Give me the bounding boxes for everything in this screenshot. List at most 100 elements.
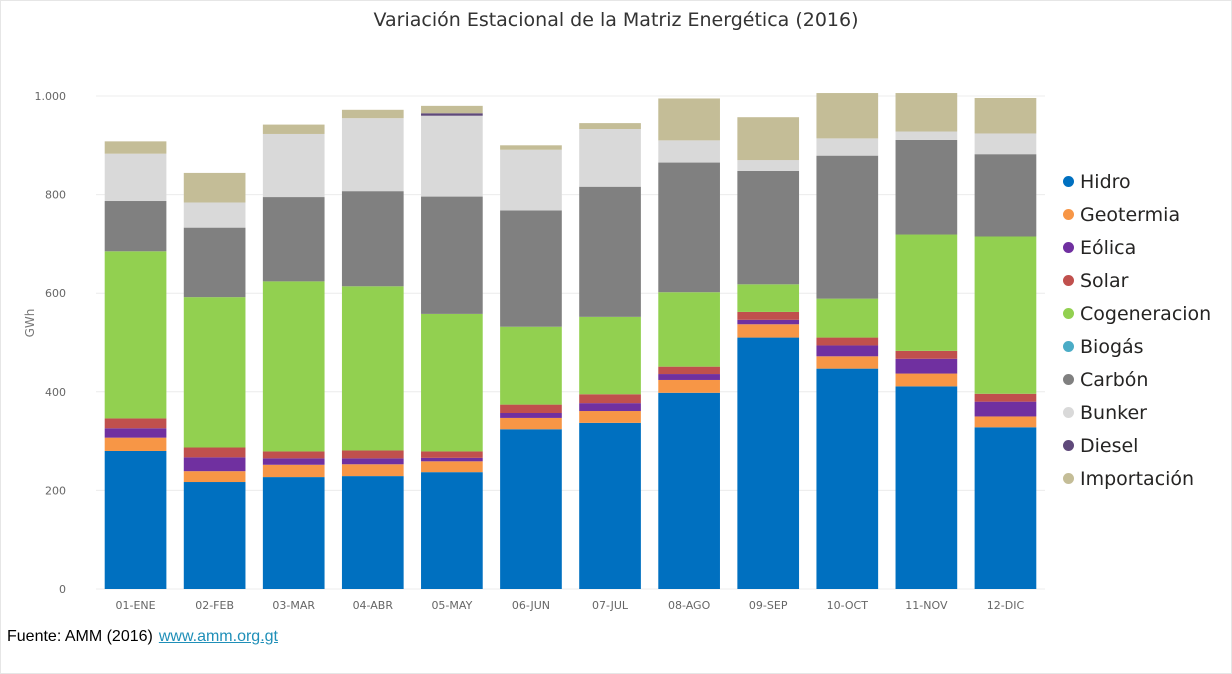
legend-swatch <box>1063 176 1074 187</box>
bar-segment-bunker <box>658 140 720 163</box>
bar-segment-carbon <box>658 162 720 293</box>
bar-segment-solar <box>737 311 800 320</box>
bar-segment-hidro <box>262 477 325 589</box>
bar-segment-eolica <box>104 428 167 438</box>
bar-segment-solar <box>974 393 1037 402</box>
bar-segment-eolica <box>737 319 800 325</box>
bar-segment-bunker <box>816 138 879 156</box>
bar-segment-geotermia <box>500 417 562 430</box>
bar-segment-carbon <box>183 227 246 298</box>
bar-segment-geotermia <box>183 471 246 483</box>
bar-segment-bunker <box>974 133 1037 155</box>
legend-item-diesel[interactable]: Diesel <box>1063 429 1211 462</box>
bar-segment-bunker <box>421 115 483 197</box>
legend-item-cogeneracion[interactable]: Cogeneracion <box>1063 297 1211 330</box>
bar-segment-solar <box>500 404 562 413</box>
legend-label: Hidro <box>1080 170 1131 193</box>
bar-segment-cogeneracion <box>341 286 404 451</box>
bar-segment-bunker <box>579 129 641 187</box>
bar-segment-cogeneracion <box>658 292 720 367</box>
bar-segment-geotermia <box>421 461 483 473</box>
legend-item-solar[interactable]: Solar <box>1063 264 1211 297</box>
legend-label: Bunker <box>1080 401 1147 424</box>
bar-segment-cogeneracion <box>974 236 1037 394</box>
bar-segment-cogeneracion <box>183 297 246 448</box>
legend-label: Cogeneracion <box>1080 302 1212 325</box>
y-axis-label: GWh <box>23 309 37 338</box>
bar-segment-hidro <box>183 482 246 589</box>
x-tick-label: 12-DIC <box>987 599 1025 612</box>
legend-swatch <box>1063 242 1074 253</box>
legend-label: Diesel <box>1080 434 1139 457</box>
bar-segment-carbon <box>737 170 800 285</box>
x-tick-label: 07-JUL <box>592 599 629 612</box>
x-tick-label: 06-JUN <box>512 599 550 612</box>
bar-segment-geotermia <box>816 356 879 369</box>
bar-segment-importacion <box>500 145 562 150</box>
bar-segment-solar <box>895 350 958 359</box>
bar-segment-solar <box>658 366 720 375</box>
legend-item-bunker[interactable]: Bunker <box>1063 396 1211 429</box>
legend-item-hidro[interactable]: Hidro <box>1063 165 1211 198</box>
bar-segment-importacion <box>104 141 167 154</box>
bar-segment-carbon <box>500 210 562 327</box>
y-axis-ticks: 0 200 400 600 800 1.000 <box>35 90 67 596</box>
bar-segment-importacion <box>183 172 246 203</box>
bar-segment-eolica <box>421 457 483 462</box>
bar-segment-eolica <box>816 345 879 357</box>
bar-segment-hidro <box>341 476 404 589</box>
y-tick-label: 200 <box>45 484 66 497</box>
bar-segment-cogeneracion <box>500 326 562 405</box>
legend-label: Geotermia <box>1080 203 1181 226</box>
bar-segment-importacion <box>579 123 641 130</box>
source-link[interactable]: www.amm.org.gt <box>158 628 278 645</box>
bar-segment-cogeneracion <box>421 313 483 452</box>
legend-item-carbon[interactable]: Carbón <box>1063 363 1211 396</box>
bar-segment-hidro <box>974 427 1037 589</box>
source-footer: Fuente: AMM (2016) www.amm.org.gt <box>7 628 278 646</box>
x-tick-label: 03-MAR <box>272 599 315 612</box>
bar-segment-hidro <box>658 392 720 589</box>
bar-segment-importacion <box>421 105 483 114</box>
legend-item-biogas[interactable]: Biogás <box>1063 330 1211 363</box>
legend-item-importacion[interactable]: Importación <box>1063 462 1211 495</box>
bar-segment-cogeneracion <box>737 284 800 312</box>
legend-label: Biogás <box>1080 335 1144 358</box>
x-tick-label: 11-NOV <box>905 599 948 612</box>
bar-segment-importacion <box>341 109 404 119</box>
bar-segment-eolica <box>500 412 562 418</box>
bar-segment-solar <box>341 450 404 459</box>
legend-swatch <box>1063 407 1074 418</box>
legend-swatch <box>1063 308 1074 319</box>
bar-segment-carbon <box>579 186 641 317</box>
bar-segment-geotermia <box>579 411 641 423</box>
x-tick-label: 02-FEB <box>195 599 234 612</box>
bar-segment-bunker <box>104 153 167 202</box>
bar-segment-geotermia <box>658 379 720 393</box>
legend-item-geotermia[interactable]: Geotermia <box>1063 198 1211 231</box>
bar-segment-hidro <box>737 337 800 589</box>
legend-swatch <box>1063 440 1074 451</box>
bar-segment-importacion <box>816 93 879 139</box>
bar-segment-cogeneracion <box>816 298 879 338</box>
bar-segment-importacion <box>895 93 958 132</box>
bar-segment-eolica <box>579 403 641 412</box>
bar-segment-geotermia <box>895 373 958 387</box>
bar-segment-solar <box>421 451 483 458</box>
legend-swatch <box>1063 473 1074 484</box>
legend-item-eolica[interactable]: Eólica <box>1063 231 1211 264</box>
bar-segment-eolica <box>183 457 246 472</box>
bar-segment-cogeneracion <box>262 281 325 452</box>
legend-swatch <box>1063 341 1074 352</box>
bar-segment-carbon <box>262 197 325 282</box>
legend-label: Solar <box>1080 269 1129 292</box>
bar-segment-geotermia <box>341 464 404 477</box>
x-tick-label: 01-ENE <box>115 599 155 612</box>
bar-segment-importacion <box>974 97 1037 134</box>
bar-segment-geotermia <box>262 464 325 478</box>
bar-stacks <box>104 93 1037 589</box>
bar-segment-eolica <box>658 374 720 380</box>
bar-segment-bunker <box>341 118 404 192</box>
bar-segment-importacion <box>658 98 720 141</box>
bar-segment-diesel <box>421 113 483 116</box>
